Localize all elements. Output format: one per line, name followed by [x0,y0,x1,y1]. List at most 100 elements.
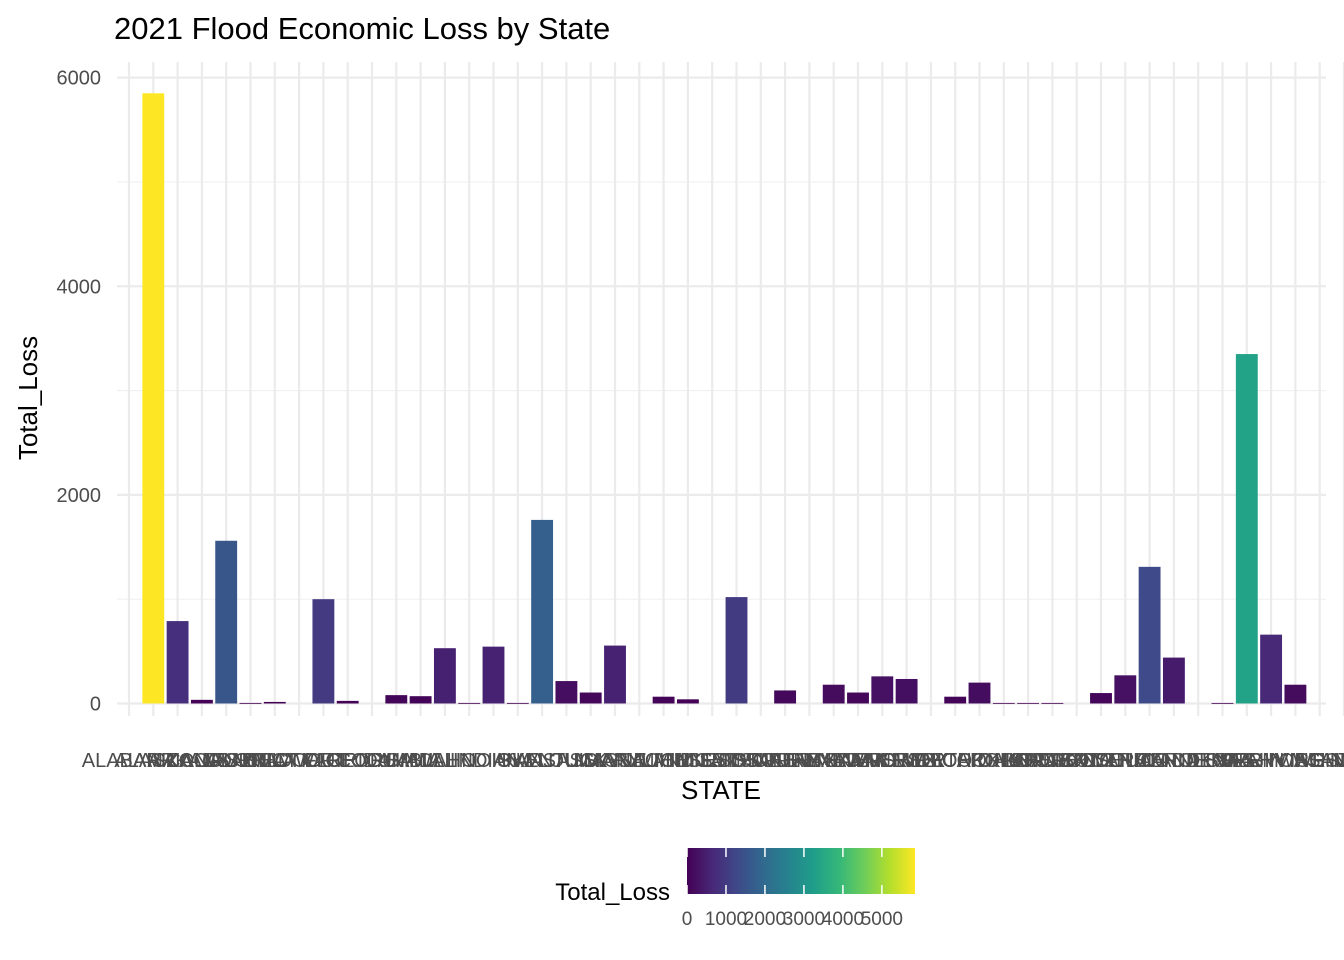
colorbar-tick-label: 0 [682,909,693,930]
x-tick-label: SOUTH DAKOTA [1096,750,1253,772]
bar [482,646,505,704]
bar [1284,684,1307,704]
x-tick-label: NORTH DAKOTA [901,750,1059,772]
x-tick-label: SOUTH CAROLINA [1061,750,1239,772]
x-tick-label: MAINE [583,750,646,772]
x-tick-label: PUERTO RICO [1032,750,1170,772]
y-tick-label: 4000 [57,276,102,298]
bar [1162,657,1185,704]
bar [336,700,359,704]
x-tick-label: IOWA [492,750,545,772]
bar [506,702,529,704]
chart-title: 2021 Flood Economic Loss by State [114,11,610,46]
x-tick-label: VIRGINIA [1276,750,1344,772]
x-tick-label: LOUISIANA [537,750,644,772]
x-tick-label: VERMONT [1221,750,1321,772]
x-tick-label: ARIZONA [133,750,223,772]
bar [1138,566,1161,704]
x-tick-label: CALIFORNIA [166,750,287,772]
bar [774,690,797,704]
bar [579,692,602,704]
bar [190,699,213,704]
bar [1235,354,1258,704]
x-tick-label: MISSISSIPPI [677,750,796,772]
x-tick-label: UTAH [1220,750,1273,772]
x-tick-label: KANSAS [502,750,583,772]
bar [1041,702,1064,704]
bar [312,599,335,704]
x-tick-label: MARYLAND [584,750,695,772]
y-tick-label: 6000 [57,68,102,90]
x-tick-label: INDIANA [453,750,535,772]
x-tick-label: GUAM [366,750,426,772]
bar [1090,693,1112,704]
y-axis-title: Total_Loss [13,336,43,460]
x-tick-label: HAWAII [386,750,456,772]
bar [1211,702,1234,704]
plot-area: 0 2000 4000 6000 ALABAMAALASKAARIZONAARKANSA… [57,62,1344,772]
x-tick-label: NEW JERSEY [817,750,947,772]
x-tick-label: MICHIGAN [638,750,738,772]
bar [895,678,918,704]
x-axis-title: STATE [681,775,761,805]
x-tick-label: MONTANA [736,750,835,772]
bar [652,696,675,704]
x-tick-label: MINNESOTA [653,750,771,772]
x-tick-label: PENNSYLVANIA [1001,750,1152,772]
x-tick-label: TENNESSEE [1138,750,1259,772]
bar [263,701,286,704]
x-tick-label: CONNECTICUT [202,750,348,772]
bar [725,597,748,704]
y-tick-label: 0 [90,693,101,715]
bar [215,540,238,704]
bar [531,519,554,704]
x-tick-label: MISSOURI [711,750,810,772]
x-tick-label: RHODE ISLAND [1050,750,1200,772]
x-tick-label: TEXAS [1190,750,1256,772]
bar [822,684,845,704]
x-tick-label: NEVADA [793,750,874,772]
colorbar [687,848,915,894]
bar [166,621,189,704]
bar [604,645,626,704]
bar [458,702,481,704]
x-tick-label: WEST VIRGINIA [1293,750,1344,772]
x-tick-label: NEW YORK [877,750,986,772]
x-tick-label: NORTH CAROLINA [866,750,1045,772]
x-tick-label: KENTUCKY [512,750,621,772]
x-tick-label: NEW HAMPSHIRE [772,750,943,772]
bar [968,682,991,704]
colorbar-tick-label: 2000 [744,909,786,930]
bar [1260,634,1283,704]
bar [1114,675,1137,704]
x-tick-label: NEW MEXICO [841,750,972,772]
x-tick-label: COLORADO [193,750,307,772]
x-tick-label: MASSACHUSETTS [575,750,753,772]
bar [944,696,967,704]
x-tick-label: ALASKA [114,750,192,772]
bar [409,696,432,704]
x-tick-label: DELAWARE [244,750,355,772]
colorbar-tick-label: 4000 [822,909,864,930]
bar [1017,702,1040,704]
x-tick-label: FLORIDA [304,750,391,772]
bar [847,692,869,704]
bar [239,702,262,704]
bar [385,695,408,704]
x-tick-label: OKLAHOMA [971,750,1085,772]
x-tick-label: ARKANSAS [147,750,256,772]
x-tick-label: NEBRASKA [755,750,865,772]
bar [433,648,456,704]
x-tick-label: IDAHO [413,750,476,772]
x-tick-label: WISCONSIN [1335,750,1344,772]
x-tick-label: OREGON [1008,750,1097,772]
colorbar-tick-label: 5000 [861,909,903,930]
x-tick-label: OHIO [978,750,1029,772]
y-tick-label: 2000 [57,485,102,507]
colorbar-tick-label: 1000 [705,909,747,930]
bar [555,681,578,704]
bar [992,702,1015,704]
